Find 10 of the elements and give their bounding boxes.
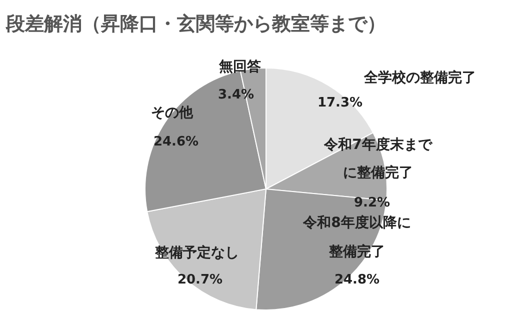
data-label: 20.7% xyxy=(177,272,223,288)
chart-title: 段差解消（昇降口・玄関等から教室等まで） xyxy=(5,13,386,35)
slice-label: 令和7年度末までに整備完了 xyxy=(323,136,433,181)
data-label: 17.3% xyxy=(317,96,363,111)
slice-label: 全学校の整備完了 xyxy=(363,68,476,86)
slice-label: 無回答 xyxy=(218,58,261,75)
slice-label: その他 xyxy=(151,104,194,121)
data-label: 24.6% xyxy=(153,134,199,150)
slice-label: 整備予定なし xyxy=(154,244,239,261)
data-label: 24.8% xyxy=(334,272,380,288)
